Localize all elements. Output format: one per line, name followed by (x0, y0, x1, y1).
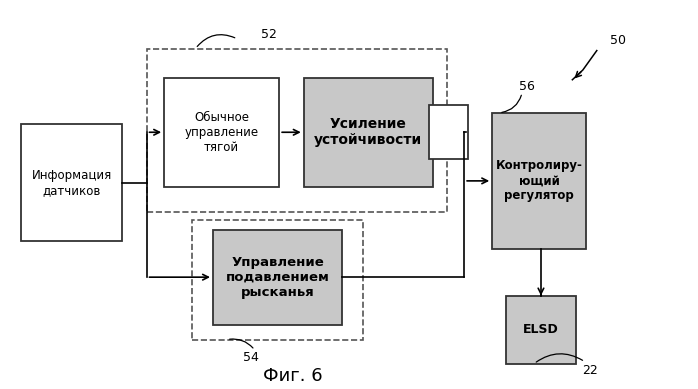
Bar (506, 296, 576, 364)
Text: Контролиру-
ющий
регулятор: Контролиру- ющий регулятор (496, 159, 583, 202)
Text: 54: 54 (244, 351, 259, 364)
Text: Информация
датчиков: Информация датчиков (31, 169, 112, 197)
Bar (304, 78, 433, 187)
Bar (492, 113, 586, 249)
Bar (147, 49, 447, 212)
Text: ELSD: ELSD (523, 323, 559, 336)
Bar (429, 105, 468, 159)
Bar (192, 220, 363, 340)
Text: Управление
подавлением
рысканья: Управление подавлением рысканья (225, 256, 329, 299)
Bar (213, 230, 342, 325)
Text: Усиление
устойчивости: Усиление устойчивости (314, 117, 422, 147)
Bar (164, 78, 279, 187)
Text: 22: 22 (582, 364, 597, 377)
Bar (21, 124, 122, 241)
Text: 52: 52 (261, 28, 276, 41)
Text: 50: 50 (610, 34, 625, 47)
Text: 56: 56 (519, 81, 535, 93)
Text: Обычное
управление
тягой: Обычное управление тягой (184, 111, 259, 154)
Text: Фиг. 6: Фиг. 6 (263, 367, 323, 385)
